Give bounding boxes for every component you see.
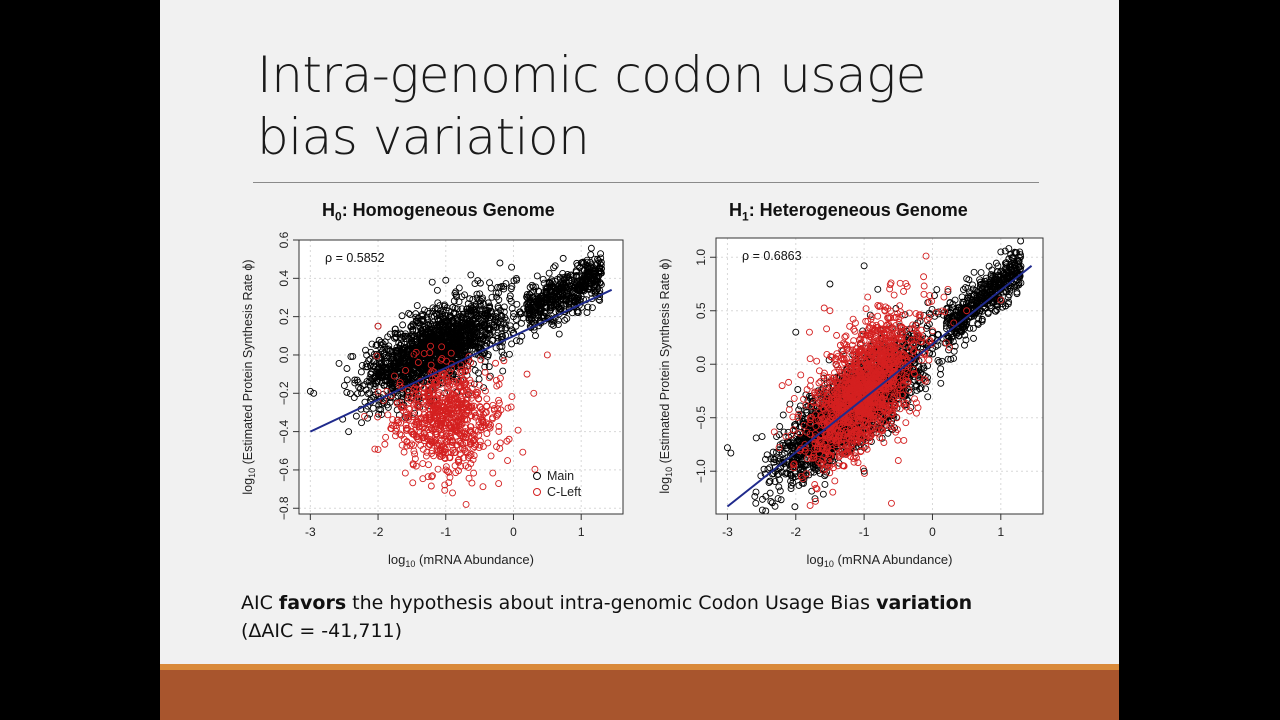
scatter-plot-heterogeneous: -3 -2 -1 0 1−1.0−0.50.00.51.0log10 (mRNA Abu… xyxy=(655,228,1055,578)
legend-entry: Main xyxy=(547,469,574,483)
correlation-annotation: ρ = 0.5852 xyxy=(325,251,385,265)
scatter-plot-homogeneous: -3 -2 -1 0 1 −0.8 −0.6 −0.4 −0.2 0.0 0.2 0.4 0.6 log1… xyxy=(238,228,638,578)
x-tick-label: -2 xyxy=(373,525,384,539)
slide-title-line-2: bias variation xyxy=(257,106,1077,168)
y-tick-label: 0.0 xyxy=(277,346,291,363)
x-tick-label: 1 xyxy=(578,525,585,539)
x-tick-label: -3 xyxy=(305,525,316,539)
y-tick-label: −0.2 xyxy=(277,381,291,405)
y-tick-label: 0.2 xyxy=(277,308,291,325)
plot-title-h0: H0: Homogeneous Genome xyxy=(322,200,555,224)
y-axis-label: log10 (Estimated Protein Synthesis Rate … xyxy=(241,259,257,494)
title-divider xyxy=(253,182,1039,183)
slide-title: Intra-genomic codon usage bias variation xyxy=(257,44,1077,168)
plot-title-h1: H1: Heterogeneous Genome xyxy=(729,200,968,224)
x-tick-label: 0 xyxy=(510,525,517,539)
y-tick-label: −0.4 xyxy=(277,419,291,443)
slide: Intra-genomic codon usage bias variation… xyxy=(160,0,1119,720)
x-tick-label: -1 xyxy=(440,525,451,539)
legend-entry: C-Left xyxy=(547,485,582,499)
slide-title-line-1: Intra-genomic codon usage xyxy=(257,44,1077,106)
y-tick-label: 0.6 xyxy=(277,231,291,248)
x-axis-label: log10 (mRNA Abundance) xyxy=(388,552,534,569)
y-tick-label: −0.6 xyxy=(277,458,291,482)
y-tick-label: 0.4 xyxy=(277,270,291,287)
y-tick-label: −0.8 xyxy=(277,496,291,520)
